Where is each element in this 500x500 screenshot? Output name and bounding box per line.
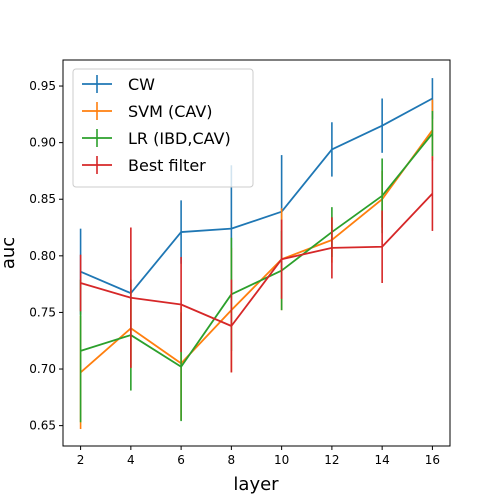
y-tick-label: 0.80: [29, 249, 56, 263]
series-line: [80, 192, 434, 327]
x-tick-label: 16: [425, 453, 440, 467]
x-tick-label: 10: [274, 453, 289, 467]
legend-entry-label: Best filter: [128, 156, 206, 175]
y-axis-label: auc: [0, 237, 19, 269]
x-tick-label: 8: [228, 453, 236, 467]
x-tick-label: 12: [324, 453, 339, 467]
legend-entry-label: LR (IBD,CAV): [128, 129, 231, 148]
x-axis-ticks: 2 4 6 8 10 12 14 16: [77, 446, 440, 467]
y-tick-label: 0.95: [29, 79, 56, 93]
series-layer: [79, 78, 434, 430]
x-tick-label: 2: [77, 453, 85, 467]
legend-entry-label: CW: [128, 75, 155, 94]
y-tick-label: 0.75: [29, 305, 56, 319]
series-3: [79, 156, 434, 373]
y-tick-label: 0.85: [29, 192, 56, 206]
y-axis-ticks: 0.65 0.70 0.75 0.80 0.85 0.90 0.95: [29, 79, 63, 433]
y-tick-label: 0.70: [29, 362, 56, 376]
legend: CW SVM (CAV) LR (IBD,CAV) Best filter: [72, 68, 254, 188]
y-tick-label: 0.65: [29, 419, 56, 433]
series-line: [79, 129, 434, 374]
x-axis-label: layer: [233, 474, 279, 495]
axes-frame: [62, 59, 451, 447]
legend-frame: [72, 68, 254, 188]
x-tick-label: 4: [127, 453, 135, 467]
series-line: [80, 133, 434, 368]
x-tick-label: 14: [375, 453, 390, 467]
legend-entry-label: SVM (CAV): [128, 102, 213, 121]
x-tick-label: 6: [177, 453, 185, 467]
series-line: [80, 97, 433, 295]
y-tick-label: 0.90: [29, 136, 56, 150]
